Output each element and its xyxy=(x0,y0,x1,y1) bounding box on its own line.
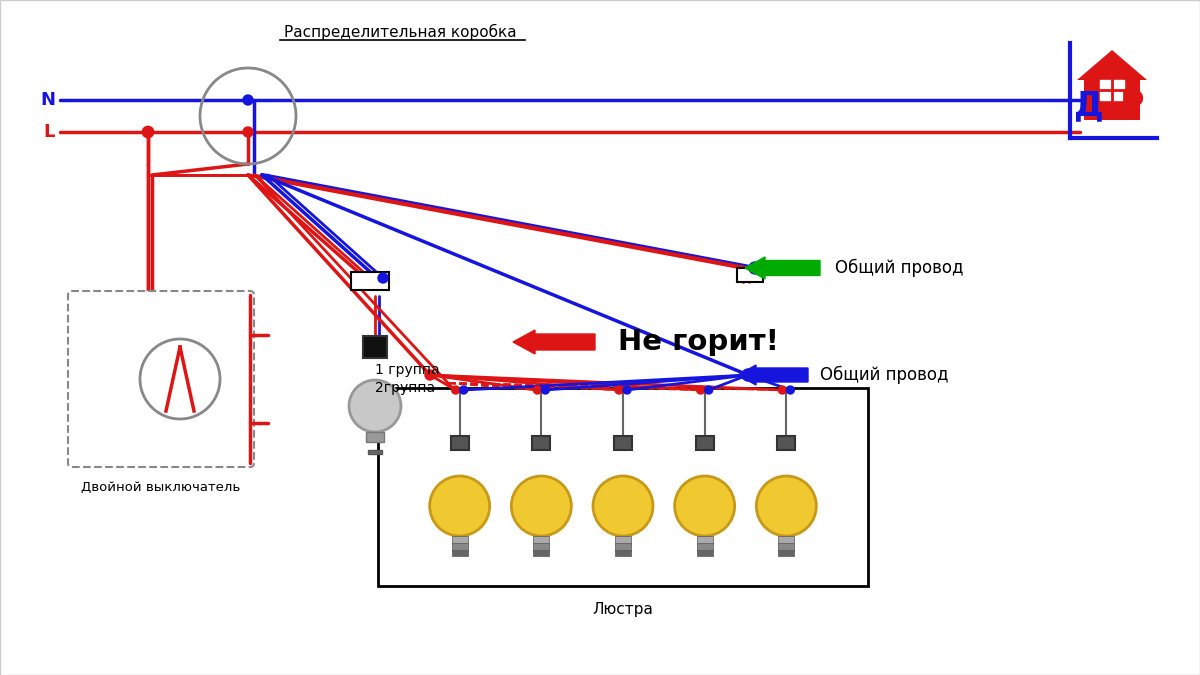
Bar xyxy=(378,388,868,586)
Text: 1 группа: 1 группа xyxy=(374,363,439,377)
Text: Двойной выключатель: Двойной выключатель xyxy=(82,481,241,494)
Circle shape xyxy=(349,380,401,432)
Circle shape xyxy=(511,476,571,536)
Bar xyxy=(352,272,389,290)
Bar xyxy=(696,436,714,450)
Bar xyxy=(368,450,382,454)
FancyArrow shape xyxy=(738,365,808,385)
Bar xyxy=(533,436,551,450)
Circle shape xyxy=(779,386,786,394)
Circle shape xyxy=(749,262,761,274)
Bar xyxy=(778,436,796,450)
Circle shape xyxy=(593,476,653,536)
Circle shape xyxy=(541,386,550,394)
Bar xyxy=(616,550,631,556)
Bar xyxy=(533,550,550,556)
Text: Распределительная коробка: Распределительная коробка xyxy=(283,24,516,40)
Circle shape xyxy=(242,95,253,105)
Circle shape xyxy=(704,386,713,394)
Bar xyxy=(779,543,794,551)
Bar xyxy=(451,536,468,544)
Bar xyxy=(533,536,550,544)
Bar xyxy=(616,536,631,544)
Circle shape xyxy=(756,476,816,536)
Bar xyxy=(451,550,468,556)
Circle shape xyxy=(425,370,436,380)
Circle shape xyxy=(430,476,490,536)
Bar xyxy=(697,536,713,544)
Bar xyxy=(451,543,468,551)
Text: L: L xyxy=(43,123,55,141)
Circle shape xyxy=(742,369,754,381)
Text: Д: Д xyxy=(1074,89,1104,122)
FancyArrow shape xyxy=(745,257,820,279)
Circle shape xyxy=(242,127,253,137)
Bar xyxy=(697,550,713,556)
Bar xyxy=(1084,80,1140,120)
Text: Общий провод: Общий провод xyxy=(835,259,964,277)
Text: Общий провод: Общий провод xyxy=(820,366,948,384)
FancyArrow shape xyxy=(514,330,595,354)
Bar xyxy=(779,536,794,544)
Bar xyxy=(1100,80,1124,100)
Circle shape xyxy=(143,127,154,137)
Circle shape xyxy=(533,386,541,394)
Circle shape xyxy=(616,386,623,394)
Text: N: N xyxy=(40,91,55,109)
Bar xyxy=(737,268,763,282)
Text: Р: Р xyxy=(1120,89,1145,122)
Circle shape xyxy=(674,476,734,536)
FancyBboxPatch shape xyxy=(68,291,254,467)
Bar xyxy=(366,432,384,442)
Circle shape xyxy=(786,386,794,394)
Bar xyxy=(614,436,632,450)
Text: Люстра: Люстра xyxy=(593,602,654,617)
Circle shape xyxy=(697,386,704,394)
Text: Не горит!: Не горит! xyxy=(618,328,779,356)
Bar xyxy=(364,336,386,358)
Circle shape xyxy=(623,386,631,394)
Bar xyxy=(533,543,550,551)
Circle shape xyxy=(451,386,460,394)
Circle shape xyxy=(460,386,468,394)
Circle shape xyxy=(378,273,388,283)
Bar xyxy=(697,543,713,551)
Bar xyxy=(616,543,631,551)
Text: 2группа: 2группа xyxy=(374,381,436,395)
Bar xyxy=(451,436,469,450)
Polygon shape xyxy=(1078,50,1147,80)
Bar xyxy=(779,550,794,556)
